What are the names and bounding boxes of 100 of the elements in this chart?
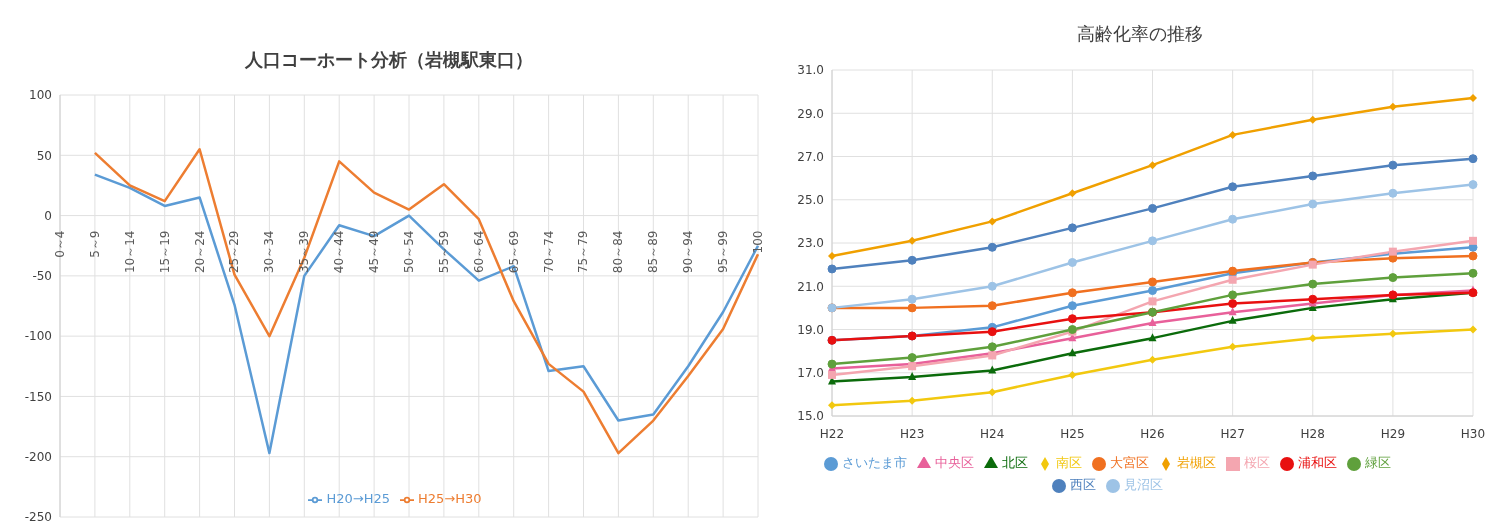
x-tick-label: 55～59 [436, 230, 451, 274]
point [1148, 277, 1157, 287]
point [1068, 370, 1077, 379]
x-tick-label: H22 [819, 427, 845, 441]
point [987, 342, 997, 352]
legend-label: 北区 [1001, 455, 1028, 470]
point [1148, 333, 1157, 342]
point [1228, 315, 1237, 324]
point [1228, 182, 1238, 192]
legend-label: 桜区 [1243, 455, 1270, 470]
y-tick-label: 15.0 [797, 409, 824, 424]
point [988, 217, 997, 226]
y-tick-label: -150 [24, 389, 52, 404]
point [1228, 214, 1238, 224]
point [1308, 279, 1318, 289]
point [988, 388, 997, 397]
chart-title: 人口コーホート分析（岩槻駅東口） [244, 48, 534, 72]
point [1067, 223, 1077, 233]
x-tick-label: 80～84 [611, 230, 626, 274]
x-tick-label: 100 [751, 230, 765, 254]
x-tick-label: 30～34 [262, 230, 277, 274]
x-tick-label: 50～54 [402, 230, 416, 274]
x-tick-label: 75～79 [576, 230, 591, 274]
point [1468, 154, 1478, 164]
x-tick-label: H26 [1140, 427, 1165, 441]
point [907, 294, 917, 304]
x-tick-label: 0～4 [53, 230, 67, 258]
x-tick-label: H30 [1460, 427, 1486, 441]
x-tick-label: 35～39 [297, 230, 312, 274]
legend-label: 南区 [1055, 455, 1082, 470]
point [1067, 314, 1077, 324]
x-tick-label: 85～89 [646, 230, 661, 274]
y-tick-label: 23.0 [797, 236, 824, 251]
x-tick-label: H28 [1300, 427, 1325, 441]
point [908, 236, 917, 245]
point [907, 303, 917, 313]
x-tick-label: 25～29 [227, 230, 242, 274]
point [1148, 355, 1157, 364]
legend-label: 緑区 [1364, 455, 1391, 470]
point [1469, 94, 1477, 103]
point [1228, 299, 1238, 309]
point [987, 327, 997, 337]
point [1308, 115, 1317, 124]
x-tick-label: H27 [1220, 427, 1245, 441]
point [1308, 334, 1317, 343]
y-tick-label: -250 [24, 510, 52, 524]
legend-label: H20→H25 [326, 491, 390, 506]
x-tick-label: H25 [1060, 427, 1085, 441]
point [828, 251, 836, 260]
y-tick-label: -100 [24, 329, 52, 344]
chart-title: 高齢化率の推移 [1076, 22, 1204, 46]
point [1148, 286, 1157, 296]
point [1148, 203, 1157, 213]
y-tick-label: 27.0 [797, 149, 824, 164]
point [908, 372, 917, 381]
point [1388, 160, 1398, 170]
x-tick-label: 10～14 [122, 230, 137, 274]
y-tick-label: 21.0 [797, 279, 824, 294]
point [1067, 257, 1077, 267]
point [1468, 268, 1478, 278]
y-tick-label: -50 [32, 269, 52, 284]
point [1388, 329, 1397, 338]
y-tick-label: 31.0 [797, 63, 824, 78]
x-tick-label: 70～74 [541, 230, 556, 274]
point [827, 359, 837, 369]
y-tick-label: 17.0 [797, 366, 824, 381]
legend-label: 大宮区 [1109, 455, 1149, 470]
point [1388, 102, 1397, 111]
y-tick-label: 0 [44, 208, 52, 223]
point [1228, 342, 1237, 351]
x-tick-label: 65～69 [506, 230, 521, 274]
x-tick-label: 40～44 [332, 230, 347, 274]
legend-label: 中央区 [934, 455, 974, 470]
y-tick-label: 50 [36, 148, 52, 163]
point [1148, 161, 1157, 170]
legend-label: 浦和区 [1297, 455, 1337, 470]
point [1228, 307, 1237, 316]
point [1067, 301, 1077, 311]
point [1308, 171, 1318, 181]
x-tick-label: H29 [1380, 427, 1406, 441]
point [987, 301, 997, 311]
point [1068, 189, 1077, 198]
point [1469, 325, 1477, 334]
point [1468, 251, 1478, 261]
x-tick-label: 60～64 [471, 230, 486, 274]
point [988, 365, 997, 374]
point [1067, 288, 1077, 298]
x-tick-label: H24 [980, 427, 1005, 441]
y-tick-label: -200 [24, 449, 52, 464]
legend-label: H25→H30 [418, 491, 482, 506]
point [1388, 273, 1398, 283]
legend-label: さいたま市 [841, 455, 907, 470]
x-tick-label: 95～99 [716, 230, 731, 274]
x-tick-label: 45～49 [367, 230, 382, 274]
point [1228, 275, 1237, 284]
point [828, 401, 836, 410]
point [1468, 180, 1478, 190]
x-tick-label: 20～24 [192, 230, 207, 274]
point [1228, 290, 1238, 300]
point [907, 353, 917, 363]
